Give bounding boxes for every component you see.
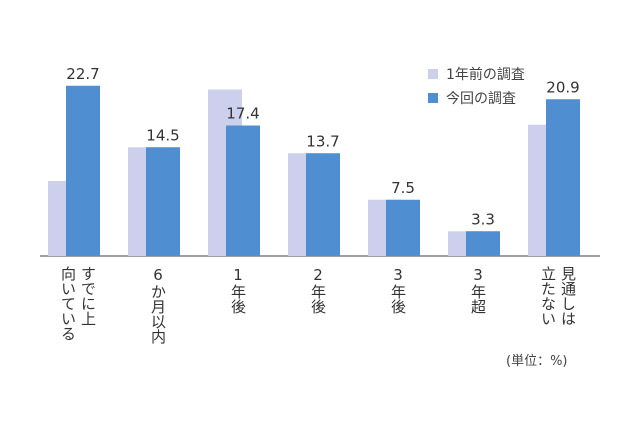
legend-label-curr: 今回の調査 bbox=[446, 91, 516, 107]
legend: 1年前の調査 今回の調査 bbox=[428, 62, 525, 110]
legend-item-prev: 1年前の調査 bbox=[428, 62, 525, 86]
value-label-6: 3.3 bbox=[471, 210, 495, 228]
bars-group bbox=[48, 85, 580, 256]
category-label-1-line-2: 向いている bbox=[59, 266, 77, 341]
value-label-1: 22.7 bbox=[66, 65, 99, 83]
bar-curr-1 bbox=[66, 85, 100, 256]
category-label-7-line-2: 立たない bbox=[539, 266, 557, 326]
bar-curr-6 bbox=[466, 231, 500, 256]
bar-curr-4 bbox=[306, 153, 340, 256]
category-label-6: 3年超 bbox=[469, 266, 487, 314]
legend-swatch-curr bbox=[428, 93, 438, 103]
bar-curr-7 bbox=[546, 99, 580, 256]
legend-label-prev: 1年前の調査 bbox=[446, 67, 525, 83]
value-label-7: 20.9 bbox=[546, 78, 579, 96]
category-label-1-line-1: すでに上 bbox=[79, 266, 97, 326]
unit-note: (単位：%) bbox=[506, 354, 568, 369]
value-label-5: 7.5 bbox=[391, 179, 415, 197]
bar-curr-2 bbox=[146, 147, 180, 256]
value-label-4: 13.7 bbox=[306, 132, 339, 150]
legend-swatch-prev bbox=[428, 69, 438, 79]
value-label-3: 17.4 bbox=[226, 105, 259, 123]
category-label-3: 1年後 bbox=[229, 266, 247, 314]
bar-curr-3 bbox=[226, 125, 260, 256]
value-label-2: 14.5 bbox=[146, 126, 179, 144]
legend-item-curr: 今回の調査 bbox=[428, 86, 525, 110]
category-label-2: 6か月以内 bbox=[149, 266, 167, 344]
bar-curr-5 bbox=[386, 199, 420, 256]
category-label-7-line-1: 見通しは bbox=[559, 266, 577, 326]
category-label-4: 2年後 bbox=[309, 266, 327, 314]
value-labels-group: 22.7 14.5 17.4 13.7 7.5 3.3 20.9 bbox=[66, 65, 579, 229]
category-label-5: 3年後 bbox=[389, 266, 407, 314]
